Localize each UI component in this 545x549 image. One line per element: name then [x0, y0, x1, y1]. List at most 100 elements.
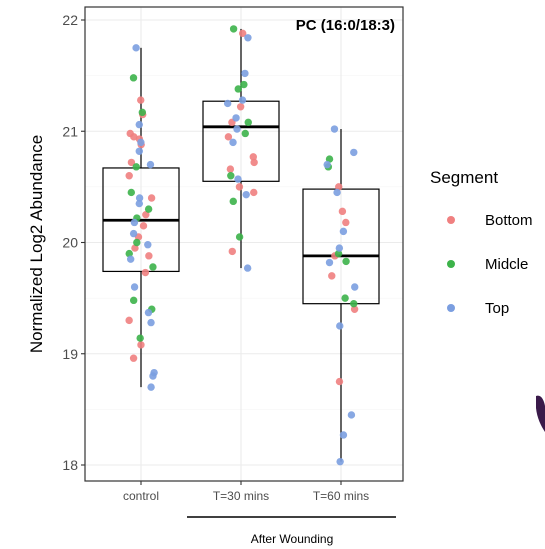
data-point — [234, 85, 242, 93]
data-point — [335, 183, 343, 191]
x-tick-label: T=30 mins — [213, 489, 269, 503]
data-point — [243, 264, 252, 272]
data-point — [132, 44, 140, 52]
data-point — [144, 241, 152, 249]
data-point — [241, 129, 249, 138]
data-point — [335, 377, 344, 386]
data-point — [144, 308, 153, 317]
chart-annotation: PC (16:0/18:3) — [296, 17, 395, 34]
data-point — [235, 233, 244, 241]
data-point — [142, 210, 150, 219]
data-point — [242, 190, 250, 199]
data-point — [135, 147, 143, 155]
data-point — [325, 258, 334, 267]
data-point — [241, 69, 249, 78]
data-point — [350, 148, 358, 157]
panel-border — [84, 6, 404, 482]
legend-entry: Top — [447, 300, 509, 317]
data-point — [339, 431, 348, 439]
data-point — [232, 114, 240, 122]
data-point — [129, 296, 138, 305]
data-point — [336, 322, 344, 330]
data-point — [342, 218, 350, 227]
legend-entries: Bottom Midcle Top — [447, 212, 533, 317]
data-point — [127, 188, 136, 197]
data-point — [227, 172, 235, 180]
data-point — [336, 457, 344, 466]
data-point — [141, 268, 150, 277]
data-point — [229, 197, 237, 206]
data-point — [131, 244, 139, 252]
data-point — [147, 194, 156, 202]
data-point — [323, 160, 331, 169]
data-point — [130, 218, 139, 227]
data-point — [135, 194, 144, 202]
data-point — [229, 25, 238, 33]
legend-key — [447, 216, 455, 224]
data-point — [130, 283, 139, 291]
data-point — [325, 155, 334, 163]
y-axis-title: Normalized Log2 Abundance — [27, 135, 46, 353]
data-point — [147, 318, 155, 327]
data-point — [135, 120, 143, 129]
data-point — [146, 160, 155, 169]
data-point — [132, 163, 140, 171]
data-point — [236, 103, 245, 111]
data-point — [334, 249, 343, 258]
group-label: After Wounding — [251, 532, 334, 546]
y-tick-label: 22 — [62, 12, 78, 28]
y-axis-ticks: 18 19 20 21 22 — [62, 12, 85, 473]
data-point — [139, 222, 148, 230]
data-point — [130, 133, 138, 141]
data-point — [338, 207, 347, 216]
data-point — [347, 411, 356, 419]
data-point — [330, 125, 339, 133]
data-point — [144, 205, 153, 213]
legend-label: Midcle — [485, 256, 528, 273]
y-tick-label: 20 — [62, 235, 78, 251]
legend-key — [447, 260, 455, 268]
data-point — [234, 175, 242, 183]
data-point — [350, 299, 358, 308]
data-point — [137, 96, 145, 104]
data-point — [228, 247, 236, 256]
y-tick-label: 18 — [62, 457, 78, 473]
data-point — [238, 96, 247, 104]
data-point — [223, 99, 232, 108]
legend-label: Top — [485, 300, 509, 317]
y-tick-label: 21 — [62, 123, 78, 139]
y-tick-label: 19 — [62, 346, 78, 362]
data-point — [339, 227, 348, 236]
legend-key — [447, 304, 455, 312]
data-point — [129, 354, 138, 362]
data-point — [229, 138, 237, 147]
data-point — [333, 188, 341, 197]
data-point — [138, 108, 147, 117]
data-point — [250, 188, 258, 197]
data-point — [342, 257, 350, 266]
data-point — [127, 158, 136, 167]
legend-label: Bottom — [485, 212, 533, 229]
x-axis-ticks: control T=30 mins T=60 mins — [123, 481, 369, 503]
data-point — [149, 263, 157, 271]
boxplot — [202, 28, 280, 269]
data-point — [125, 249, 133, 258]
data-point — [149, 372, 157, 380]
data-point — [250, 158, 258, 167]
data-point — [350, 305, 359, 313]
data-point — [145, 252, 153, 260]
data-point — [136, 334, 144, 342]
data-point — [125, 316, 133, 325]
data-point — [341, 294, 349, 302]
data-point — [137, 138, 145, 147]
data-point — [233, 125, 241, 133]
data-point — [328, 272, 336, 280]
data-point — [235, 183, 244, 191]
legend-entry: Bottom — [447, 212, 533, 229]
cropped-edge-artifact — [536, 395, 545, 432]
data-point — [137, 341, 145, 349]
legend-title: Segment — [430, 168, 498, 187]
data-point — [351, 283, 359, 291]
data-point — [244, 34, 252, 42]
